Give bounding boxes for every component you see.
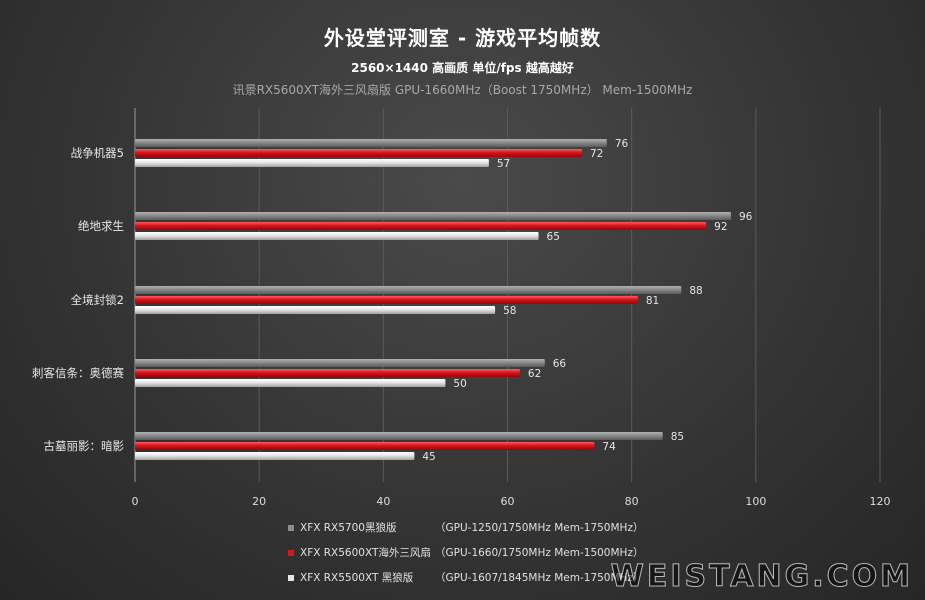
watermark: WEISTANG.COM (610, 559, 913, 595)
data-label: 74 (602, 441, 616, 453)
chart-subtitle: 2560×1440 高画质 单位/fps 越高越好 (351, 61, 574, 75)
legend-marker (288, 574, 294, 581)
legend-item[interactable]: XFX RX5700黑狼版 （GPU-1250/1750MHz Mem-1750… (288, 515, 643, 540)
bar (135, 286, 682, 294)
legend-label: XFX RX5600XT海外三风扇 (300, 547, 431, 559)
legend-label: XFX RX5500XT 黑狼版 (300, 572, 414, 584)
bar (135, 442, 595, 450)
data-label: 50 (453, 378, 466, 390)
data-label: 92 (714, 221, 727, 233)
bar (135, 149, 582, 157)
x-tick-label: 20 (252, 495, 266, 508)
chart-subtitle-specs: 讯景RX5600XT海外三风扇版 GPU-1660MHz（Boost 1750M… (232, 83, 693, 97)
bar (135, 232, 539, 240)
legend: XFX RX5700黑狼版 （GPU-1250/1750MHz Mem-1750… (288, 515, 643, 590)
x-tick-label: 60 (501, 495, 515, 508)
data-label: 76 (615, 138, 629, 150)
legend-spec: （GPU-1607/1845MHz Mem-1750MHz） (435, 572, 644, 584)
legend-label: XFX RX5700黑狼版 (300, 522, 397, 534)
x-tick-label: 100 (745, 495, 766, 508)
y-category-label: 战争机器5 (71, 146, 124, 160)
x-tick-label: 80 (625, 495, 639, 508)
data-label: 57 (497, 158, 510, 170)
bar (135, 159, 489, 167)
y-category-label: 绝地求生 (78, 219, 124, 233)
data-label: 85 (671, 431, 684, 443)
bar (135, 432, 663, 440)
bar (135, 452, 415, 460)
bar (135, 222, 707, 230)
data-label: 66 (553, 358, 567, 370)
x-tick-label: 0 (132, 495, 139, 508)
bar (135, 212, 731, 220)
data-label: 65 (547, 231, 560, 243)
y-category-label: 刺客信条：奥德赛 (32, 366, 124, 380)
x-tick-label: 40 (376, 495, 390, 508)
chart-title: 外设堂评测室 - 游戏平均帧数 (323, 26, 602, 50)
legend-spec: （GPU-1250/1750MHz Mem-1750MHz） (435, 522, 644, 534)
y-category-label: 全境封锁2 (71, 293, 124, 307)
bar (135, 296, 638, 304)
data-label: 88 (689, 285, 702, 297)
y-category-label: 古墓丽影：暗影 (44, 439, 125, 453)
data-label: 62 (528, 368, 541, 380)
bar (135, 139, 607, 147)
x-tick-label: 120 (870, 495, 891, 508)
legend-spec: （GPU-1660/1750MHz Mem-1500MHz） (435, 547, 644, 559)
bar (135, 369, 520, 377)
data-label: 81 (646, 295, 659, 307)
data-label: 72 (590, 148, 603, 160)
bar (135, 359, 545, 367)
bar (135, 379, 446, 387)
data-label: 96 (739, 211, 753, 223)
data-label: 58 (503, 305, 516, 317)
bar (135, 306, 496, 314)
data-label: 45 (422, 451, 435, 463)
legend-marker (288, 549, 294, 556)
legend-item[interactable]: XFX RX5600XT海外三风扇 （GPU-1660/1750MHz Mem-… (288, 540, 643, 565)
legend-marker (288, 524, 294, 531)
legend-item[interactable]: XFX RX5500XT 黑狼版 （GPU-1607/1845MHz Mem-1… (288, 565, 643, 590)
